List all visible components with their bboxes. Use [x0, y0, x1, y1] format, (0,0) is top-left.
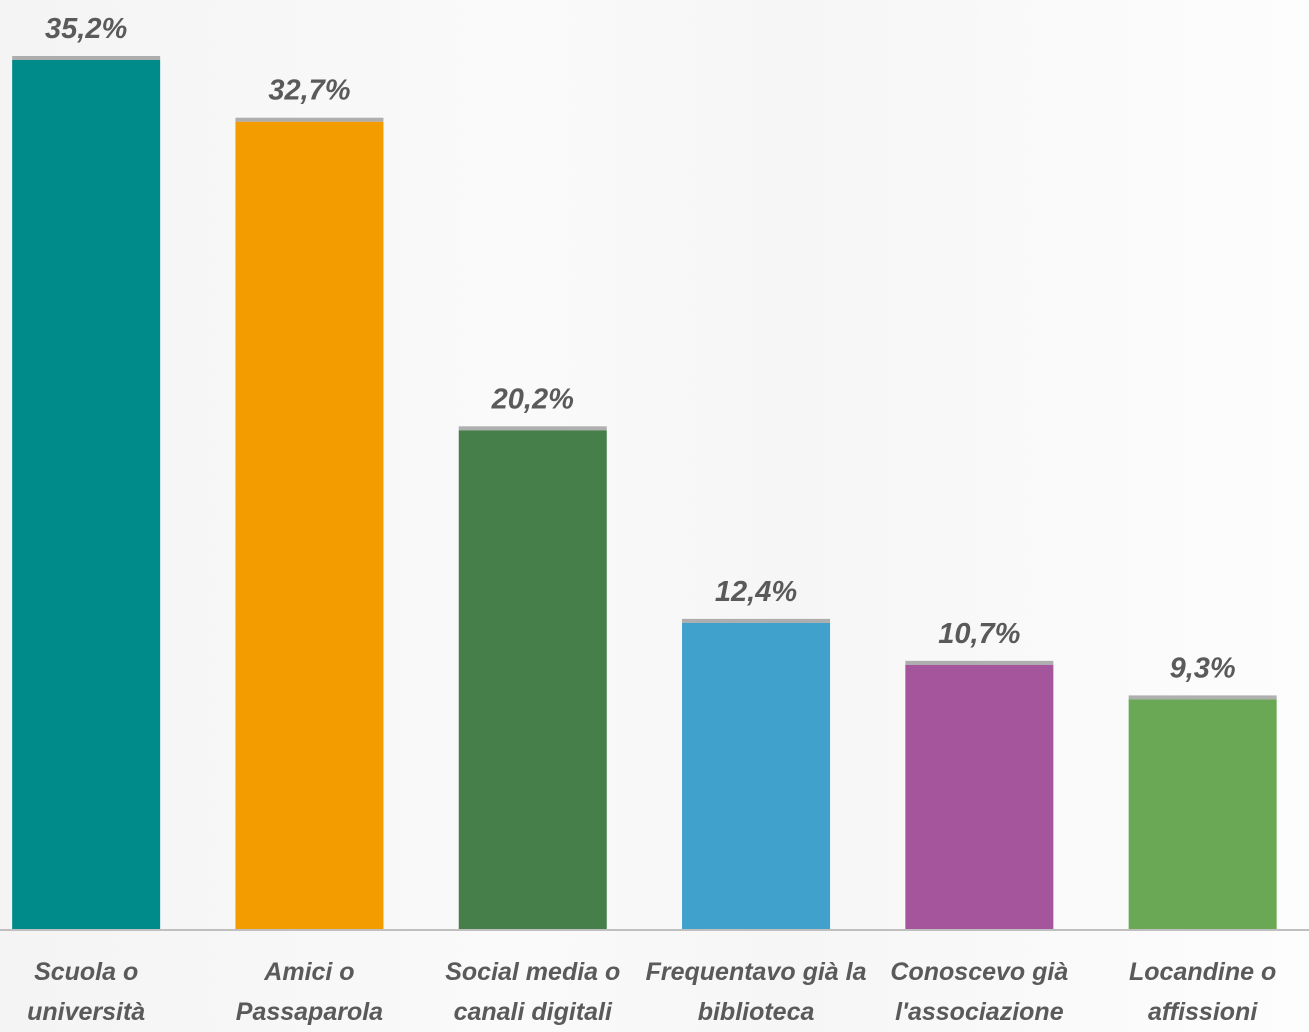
- value-label: 32,7%: [268, 75, 350, 107]
- value-label: 35,2%: [45, 13, 127, 45]
- x-tick-label: Social media o canali digitali: [445, 958, 621, 1026]
- bar-top-shadow: [1128, 695, 1277, 700]
- bar: [12, 60, 161, 929]
- bar-top-shadow: [12, 56, 161, 60]
- bar: [1128, 699, 1277, 929]
- bar: [458, 430, 607, 929]
- bar: [682, 622, 831, 929]
- bar: [235, 121, 384, 929]
- value-label: 10,7%: [938, 618, 1020, 650]
- value-label: 9,3%: [1170, 652, 1236, 684]
- x-tick-label: Locandine o affissioni: [1129, 958, 1277, 1026]
- x-tick-label: Conoscevo già l'associazione: [890, 958, 1069, 1026]
- bar-top-shadow: [458, 426, 607, 431]
- bar-top-shadow: [235, 117, 384, 122]
- x-tick-label: Frequentavo già la biblioteca: [645, 958, 867, 1026]
- bar-top-shadow: [682, 618, 831, 623]
- bar-top-shadow: [905, 660, 1054, 665]
- value-label: 20,2%: [491, 383, 574, 415]
- bar: [905, 664, 1054, 929]
- value-label: 12,4%: [715, 576, 797, 608]
- x-tick-label: Scuola o università: [27, 958, 146, 1026]
- x-tick-label: Amici o Passaparola: [235, 958, 384, 1026]
